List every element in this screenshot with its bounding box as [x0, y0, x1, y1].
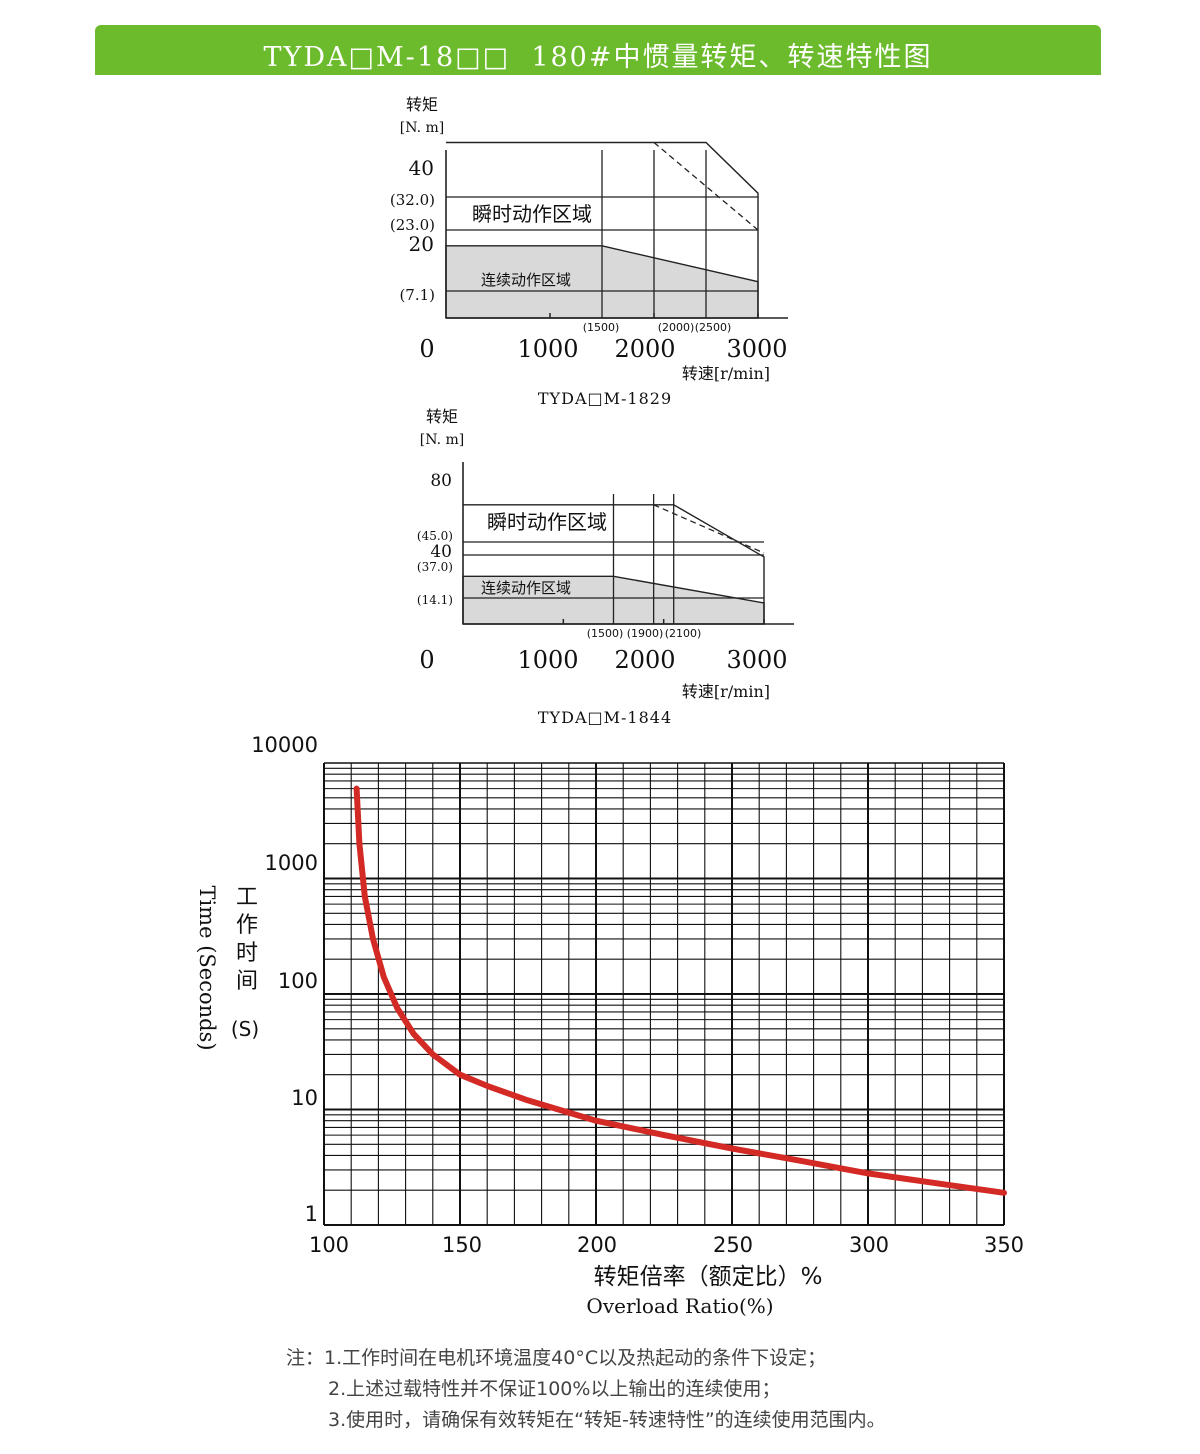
y-mark-label: (14.1): [417, 593, 453, 607]
y-axis-title: 转矩: [426, 407, 458, 426]
y-mark-label: (45.0): [417, 529, 453, 543]
y-tick-label: 10000: [251, 733, 318, 757]
x-mark-label: (2000): [658, 321, 695, 334]
x-mark-label: (2100): [665, 627, 702, 640]
x-tick-label: 3000: [726, 335, 787, 363]
x-tick-label: 300: [849, 1233, 889, 1257]
notes-prefix: 注：: [286, 1347, 325, 1369]
x-tick-label: 0: [419, 646, 434, 674]
y-axis-title-cn: 工作时间: [236, 885, 258, 994]
x-mark-label: (1500): [587, 627, 624, 640]
x-tick-label: 250: [713, 1233, 753, 1257]
x-mark-label: (2500): [695, 321, 732, 334]
instant-region-outline: [463, 504, 765, 624]
dashed-boundary: [653, 504, 765, 554]
continuous-region-label: 连续动作区域: [481, 271, 571, 289]
y-tick-label: 100: [278, 969, 318, 993]
y-mark-label: (7.1): [399, 286, 435, 304]
instant-region-label: 瞬时动作区域: [487, 510, 607, 534]
chart-caption: TYDA□M-1844: [538, 708, 672, 727]
note-1: 注：1.工作时间在电机环境温度40°C以及热起动的条件下设定；: [286, 1343, 1146, 1374]
x-axis-title-cn: 转矩倍率（额定比）%: [594, 1264, 823, 1290]
overload-curve: [353, 785, 1007, 1196]
notes: 注：1.工作时间在电机环境温度40°C以及热起动的条件下设定； 2.上述过载特性…: [286, 1343, 1146, 1436]
y-axis-unit: [N. m]: [420, 432, 464, 448]
x-axis-title: 转速[r/min]: [682, 682, 770, 701]
x-mark-label: (1900): [627, 627, 664, 640]
continuous-region-label: 连续动作区域: [481, 579, 571, 597]
y-tick-label: 1: [305, 1202, 318, 1226]
x-tick-label: 3000: [726, 646, 787, 674]
y-axis-title: 转矩: [406, 95, 438, 114]
instant-region-label: 瞬时动作区域: [472, 202, 592, 226]
y-axis-title-en: Time (Seconds): [195, 885, 219, 1050]
x-axis-title: 转速[r/min]: [682, 364, 770, 383]
x-tick-label: 1000: [517, 335, 578, 363]
title-banner: TYDA□M-18□□ 180#中惯量转矩、转速特性图: [95, 25, 1101, 75]
y-mark-label: (37.0): [417, 560, 453, 574]
x-tick-label: 100: [309, 1233, 349, 1257]
note-2: 2.上述过载特性并不保证100%以上输出的连续使用；: [328, 1378, 781, 1400]
y-mark-label: (32.0): [390, 191, 435, 209]
x-tick-label: 2000: [614, 646, 675, 674]
note-3: 3.使用时，请确保有效转矩在“转矩-转速特性”的连续使用范围内。: [328, 1409, 886, 1431]
x-tick-label: 150: [442, 1233, 482, 1257]
y-tick-label: 20: [409, 232, 434, 256]
instant-region-outline: [446, 141, 759, 318]
y-tick-label: 80: [430, 471, 452, 491]
page-title: TYDA□M-18□□ 180#中惯量转矩、转速特性图: [263, 42, 933, 73]
x-tick-label: 350: [984, 1233, 1024, 1257]
chart-caption: TYDA□M-1829: [538, 389, 672, 408]
y-tick-label: 1000: [265, 851, 318, 875]
y-axis-unit: [N. m]: [400, 120, 444, 136]
y-tick-label: 40: [409, 156, 434, 180]
y-tick-label: 10: [291, 1086, 318, 1110]
y-mark-label: (23.0): [390, 216, 435, 234]
y-tick-label: 40: [430, 542, 452, 562]
x-axis-title-en: Overload Ratio(%): [586, 1294, 773, 1318]
y-axis-title-unit: (S): [231, 1017, 259, 1041]
dashed-boundary: [653, 142, 759, 231]
note-1-text: 1.工作时间在电机环境温度40°C以及热起动的条件下设定；: [324, 1347, 827, 1369]
x-tick-label: 200: [577, 1233, 617, 1257]
x-tick-label: 1000: [517, 646, 578, 674]
x-tick-label: 2000: [614, 335, 675, 363]
x-tick-label: 0: [419, 335, 434, 363]
x-mark-label: (1500): [583, 321, 620, 334]
